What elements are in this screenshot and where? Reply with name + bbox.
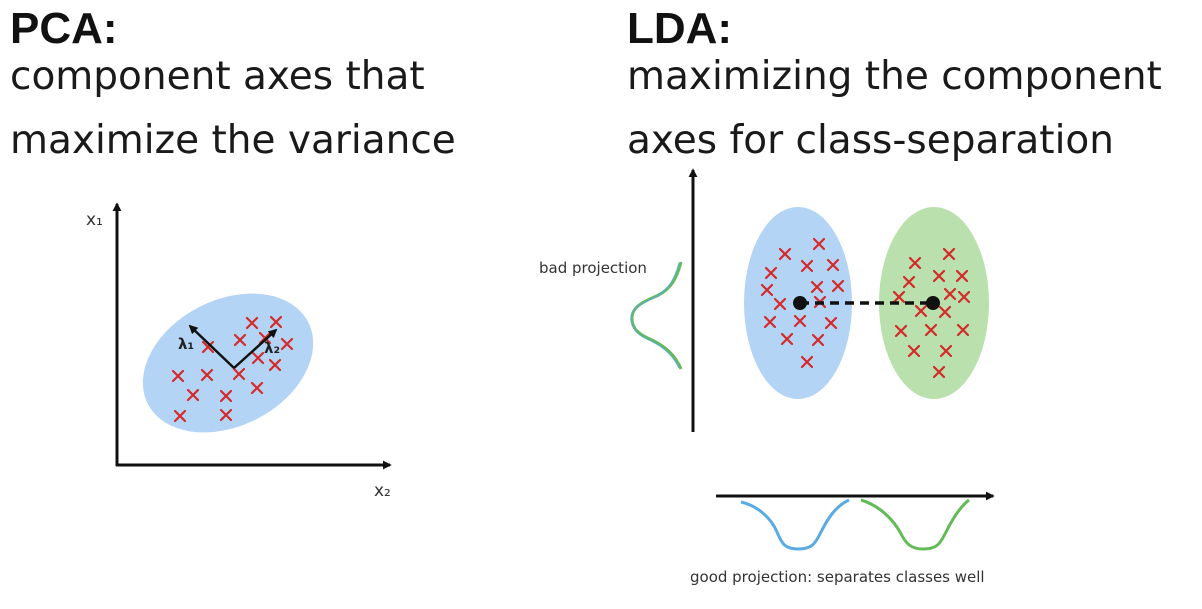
lda-subtitle-line-1: maximizing the component — [627, 54, 1162, 99]
lda-good-projection-label: good projection: separates classes well — [690, 568, 985, 586]
pca-vector-1-label: λ₁ — [178, 335, 194, 353]
lda-good-projection-blue-curve — [740, 498, 850, 551]
lda-class-2-x-marker-icon — [939, 344, 953, 358]
lda-class-1-x-marker-icon — [831, 279, 845, 293]
lda-class-2-x-marker-icon — [956, 323, 970, 337]
pca-x-marker-icon — [251, 351, 265, 365]
lda-good-projection-green-curve — [860, 498, 970, 551]
lda-class-1-x-marker-icon — [811, 333, 825, 347]
pca-x-marker-icon — [268, 358, 282, 372]
lda-class-2-x-marker-icon — [902, 275, 916, 289]
lda-class-1-x-marker-icon — [826, 258, 840, 272]
lda-class-2-x-marker-icon — [907, 344, 921, 358]
pca-x-marker-icon — [219, 408, 233, 422]
pca-x-marker-icon — [201, 340, 215, 354]
pca-subtitle: component axes that maximize the varianc… — [10, 45, 456, 173]
lda-subtitle-line-2: axes for class-separation — [627, 118, 1115, 163]
pca-x-marker-icon — [186, 388, 200, 402]
lda-class-1-x-marker-icon — [800, 259, 814, 273]
pca-markers — [171, 315, 294, 423]
lda-subtitle: maximizing the component axes for class-… — [627, 45, 1162, 173]
lda-class-2-x-marker-icon — [957, 290, 971, 304]
pca-x-marker-icon — [232, 367, 246, 381]
lda-class-1-mean-icon — [793, 296, 807, 310]
lda-class-2-x-marker-icon — [894, 324, 908, 338]
lda-class-2-x-marker-icon — [943, 287, 957, 301]
lda-class-2-x-marker-icon — [914, 304, 928, 318]
lda-class-1-x-marker-icon — [778, 247, 792, 261]
lda-title: LDA: — [627, 4, 733, 53]
lda-class-1-x-marker-icon — [773, 297, 787, 311]
pca-x-marker-icon — [280, 337, 294, 351]
pca-x-marker-icon — [250, 381, 264, 395]
pca-title: PCA: — [10, 4, 118, 53]
lda-class-1-x-marker-icon — [810, 280, 824, 294]
lda-class-2-mean-icon — [926, 296, 940, 310]
lda-class-2-x-marker-icon — [908, 256, 922, 270]
lda-class-2-x-marker-icon — [938, 305, 952, 319]
pca-x-marker-icon — [171, 369, 185, 383]
lda-class-1-x-marker-icon — [780, 332, 794, 346]
pca-subtitle-line-1: component axes that — [10, 54, 425, 99]
lda-class-2-x-marker-icon — [932, 269, 946, 283]
pca-x-axis-label: x₂ — [374, 481, 391, 501]
pca-vector-2-label: λ₂ — [264, 339, 280, 357]
lda-class-1-x-marker-icon — [824, 316, 838, 330]
lda-class-1-x-marker-icon — [763, 315, 777, 329]
pca-subtitle-line-2: maximize the variance — [10, 118, 456, 163]
lda-class-1-markers — [760, 237, 845, 369]
pca-x-marker-icon — [269, 315, 283, 329]
pca-x-marker-icon — [173, 409, 187, 423]
pca-x-marker-icon — [245, 316, 259, 330]
lda-class-1-x-marker-icon — [793, 314, 807, 328]
lda-class-2-x-marker-icon — [932, 365, 946, 379]
lda-class-2-x-marker-icon — [955, 269, 969, 283]
lda-bad-projection-curve-shadow — [630, 262, 680, 369]
pca-y-axis-label: x₁ — [86, 210, 103, 230]
lda-class-2-markers — [892, 247, 971, 379]
lda-class-2-x-marker-icon — [924, 323, 938, 337]
lda-class-1-x-marker-icon — [760, 283, 774, 297]
lda-panel: bad projection good projection: separate… — [539, 168, 995, 586]
pca-x-marker-icon — [219, 389, 233, 403]
pca-vector-2 — [233, 328, 278, 369]
pca-x-marker-icon — [233, 333, 247, 347]
lda-class-1-x-marker-icon — [764, 266, 778, 280]
lda-class-2-x-marker-icon — [942, 247, 956, 261]
pca-vector-1 — [188, 324, 235, 369]
lda-class-2-x-marker-icon — [892, 290, 906, 304]
lda-class-1-x-marker-icon — [800, 355, 814, 369]
pca-x-marker-icon — [200, 368, 214, 382]
pca-panel: x₁ x₂ λ₁ λ₂ — [86, 202, 392, 501]
lda-class-1-x-marker-icon — [812, 237, 826, 251]
lda-bad-projection-label: bad projection — [539, 259, 647, 277]
